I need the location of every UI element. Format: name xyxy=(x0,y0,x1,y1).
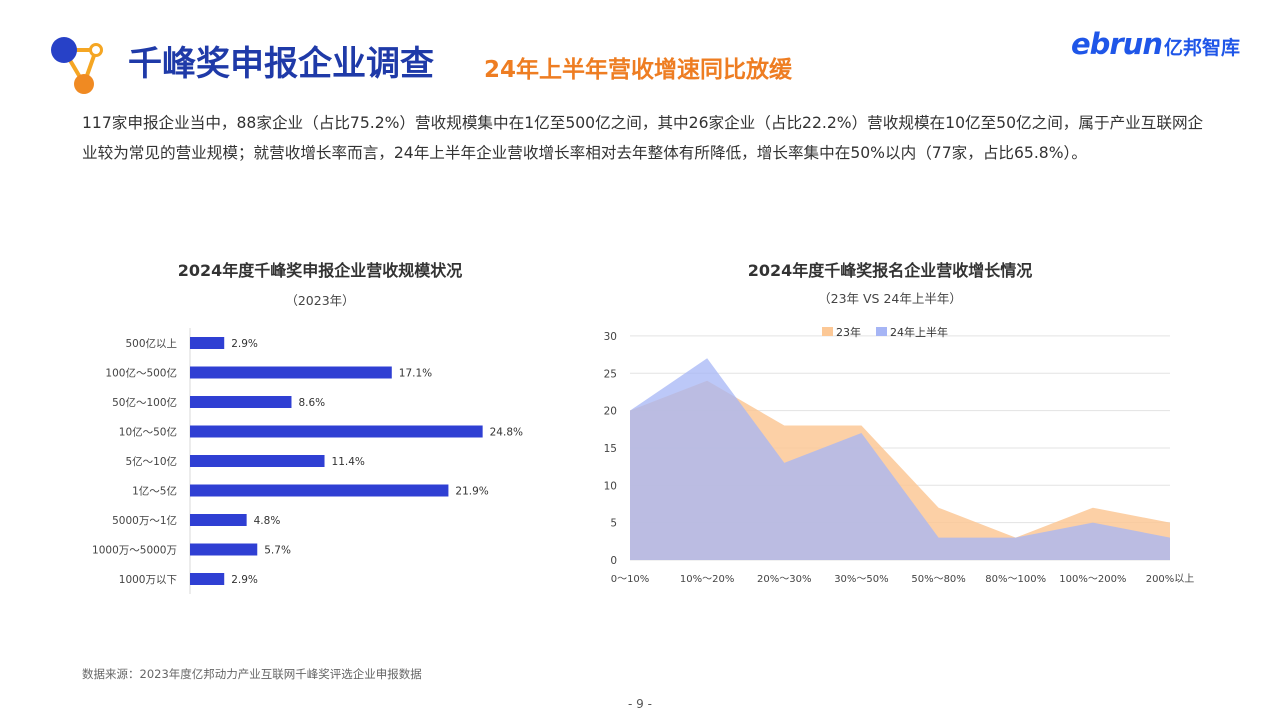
x-tick-label: 30%～50% xyxy=(834,574,888,585)
bar xyxy=(190,543,258,556)
legend-swatch xyxy=(822,327,833,336)
bar xyxy=(190,337,225,349)
bar xyxy=(190,425,483,438)
data-label: 5.7% xyxy=(264,545,291,557)
x-tick-label: 10%～20% xyxy=(680,574,734,585)
y-tick-label: 20 xyxy=(604,406,617,418)
y-tick-label: 10 xyxy=(604,480,617,492)
data-label: 11.4% xyxy=(332,456,365,468)
y-tick-label: 15 xyxy=(604,443,617,455)
molecule-logo-icon xyxy=(51,37,103,94)
page-number: - 9 - xyxy=(628,697,652,711)
page-subtitle: 24年上半年营收增速同比放缓 xyxy=(484,57,793,83)
intro-paragraph: 117家申报企业当中，88家企业（占比75.2%）营收规模集中在1亿至500亿之… xyxy=(82,114,1204,162)
data-label: 17.1% xyxy=(399,368,432,380)
area-chart-title: 2024年度千峰奖报名企业营收增长情况 xyxy=(747,261,1033,280)
x-tick-label: 50%～80% xyxy=(911,574,965,585)
bar xyxy=(190,396,292,408)
category-label: 500亿以上 xyxy=(125,337,177,350)
area-series xyxy=(630,358,1170,560)
brand-logo: ebrun 亿邦智库 xyxy=(1071,28,1240,60)
bar xyxy=(190,573,225,585)
page-title: 千峰奖申报企业调查 xyxy=(128,44,434,84)
category-label: 1000万～5000万 xyxy=(92,545,177,557)
y-tick-label: 30 xyxy=(604,331,617,343)
category-label: 100亿～500亿 xyxy=(105,367,177,380)
bar xyxy=(190,514,247,526)
bar-chart-subtitle: （2023年） xyxy=(285,293,355,308)
category-label: 50亿～100亿 xyxy=(112,396,177,409)
category-label: 5亿～10亿 xyxy=(125,455,177,468)
brand-name: 亿邦智库 xyxy=(1163,37,1240,59)
y-tick-label: 5 xyxy=(610,518,617,530)
x-tick-label: 200%以上 xyxy=(1146,573,1195,585)
data-label: 4.8% xyxy=(254,515,281,527)
category-label: 5000万～1亿 xyxy=(112,514,177,527)
x-tick-label: 20%～30% xyxy=(757,574,811,585)
bar xyxy=(190,455,325,467)
bar xyxy=(190,484,449,497)
category-label: 1亿～5亿 xyxy=(132,485,177,498)
x-tick-label: 100%～200% xyxy=(1059,574,1126,585)
brand-wordmark: ebrun xyxy=(1070,27,1163,61)
data-label: 2.9% xyxy=(231,574,258,586)
data-label: 24.8% xyxy=(490,427,523,439)
x-tick-label: 0～10% xyxy=(611,574,650,585)
data-label: 8.6% xyxy=(298,397,325,409)
area-chart: 0 5 10 15 20 25 30 0～10% 10%～20% 20%～30% 30%～50% 50… xyxy=(604,325,1195,585)
y-tick-label: 25 xyxy=(604,368,617,380)
bar xyxy=(190,366,392,379)
y-tick-label: 0 xyxy=(610,555,617,567)
legend-swatch xyxy=(876,327,887,336)
bar-chart: 500亿以上 2.9% 100亿～500亿 17.1% 50亿～100亿 8.6% 10亿～… xyxy=(92,328,523,594)
category-label: 1000万以下 xyxy=(119,574,177,586)
data-label: 21.9% xyxy=(455,486,488,498)
x-tick-label: 80%～100% xyxy=(985,574,1046,585)
legend-label: 24年上半年 xyxy=(890,325,948,339)
legend-label: 23年 xyxy=(836,325,861,339)
data-source-note: 数据来源：2023年度亿邦动力产业互联网千峰奖评选企业申报数据 xyxy=(82,667,422,681)
area-chart-subtitle: （23年 VS 24年上半年） xyxy=(818,291,962,306)
data-label: 2.9% xyxy=(231,338,258,350)
category-label: 10亿～50亿 xyxy=(119,426,177,439)
bar-chart-title: 2024年度千峰奖申报企业营收规模状况 xyxy=(177,261,463,280)
